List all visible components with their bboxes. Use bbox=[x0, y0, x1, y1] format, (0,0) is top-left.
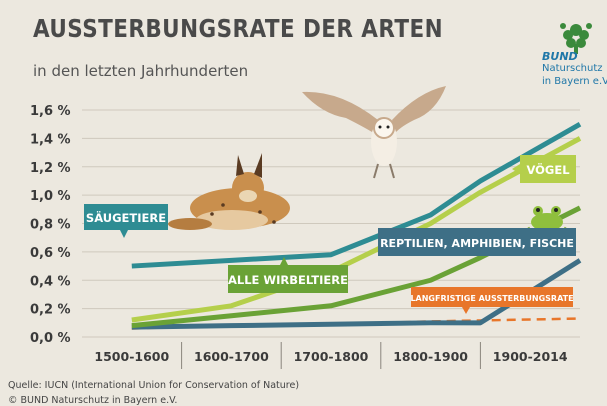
y-tick-label: 1,0 % bbox=[30, 189, 71, 204]
label-voegel: VÖGEL bbox=[512, 155, 576, 183]
lynx-illustration bbox=[168, 153, 290, 230]
bund-logo bbox=[560, 23, 592, 54]
y-tick-label: 1,6 % bbox=[30, 104, 71, 119]
source-note: Quelle: IUCN (International Union for Co… bbox=[8, 380, 300, 391]
copyright-note: © BUND Naturschutz in Bayern e.V. bbox=[8, 395, 178, 406]
x-axis-ticks: 1500-1600 1600-1700 1700-1800 1800-1900 1900… bbox=[94, 342, 568, 369]
logo-line-2: in Bayern e.V. bbox=[542, 76, 607, 87]
y-tick-label: 1,4 % bbox=[30, 132, 71, 147]
tree-icon bbox=[560, 23, 592, 54]
x-tick-label: 1700-1800 bbox=[294, 349, 369, 364]
y-tick-label: 0,0 % bbox=[30, 331, 71, 346]
chart-subtitle: in den letzten Jahrhunderten bbox=[33, 62, 249, 80]
chart-title: AUSSTERBUNGSRATE DER ARTEN bbox=[33, 14, 444, 43]
logo-name: BUND bbox=[542, 50, 578, 63]
label-alle-wirbeltiere: ALLE WIRBELTIERE bbox=[228, 257, 348, 293]
x-tick-label: 1500-1600 bbox=[94, 349, 169, 364]
x-tick-label: 1900-2014 bbox=[493, 349, 568, 364]
y-tick-label: 0,6 % bbox=[30, 246, 71, 261]
label-reptilien: REPTILIEN, AMPHIBIEN, FISCHE bbox=[378, 228, 576, 256]
label-saeugetiere: SÄUGETIERE bbox=[84, 204, 168, 238]
y-tick-label: 0,4 % bbox=[30, 274, 71, 289]
y-tick-label: 0,2 % bbox=[30, 303, 71, 318]
label-reptilien-text: REPTILIEN, AMPHIBIEN, FISCHE bbox=[380, 237, 574, 250]
y-tick-label: 1,2 % bbox=[30, 161, 71, 176]
label-langfristig-text: LANGFRISTIGE AUSSTERBUNGSRATE bbox=[410, 294, 573, 303]
x-tick-label: 1600-1700 bbox=[194, 349, 269, 364]
label-alle-wirbeltiere-text: ALLE WIRBELTIERE bbox=[228, 273, 348, 287]
label-langfristig: LANGFRISTIGE AUSSTERBUNGSRATE bbox=[410, 287, 574, 314]
label-saeugetiere-text: SÄUGETIERE bbox=[86, 210, 166, 225]
series-line-3 bbox=[131, 258, 582, 330]
label-voegel-text: VÖGEL bbox=[526, 162, 570, 177]
owl-illustration bbox=[302, 86, 446, 179]
x-tick-label: 1800-1900 bbox=[393, 349, 468, 364]
y-tick-label: 0,8 % bbox=[30, 218, 71, 233]
logo-line-1: Naturschutz bbox=[542, 63, 603, 74]
y-axis-ticks: 1,6 % 1,4 % 1,2 % 1,0 % 0,8 % 0,6 % 0,4 % 0,2 %… bbox=[30, 104, 71, 346]
